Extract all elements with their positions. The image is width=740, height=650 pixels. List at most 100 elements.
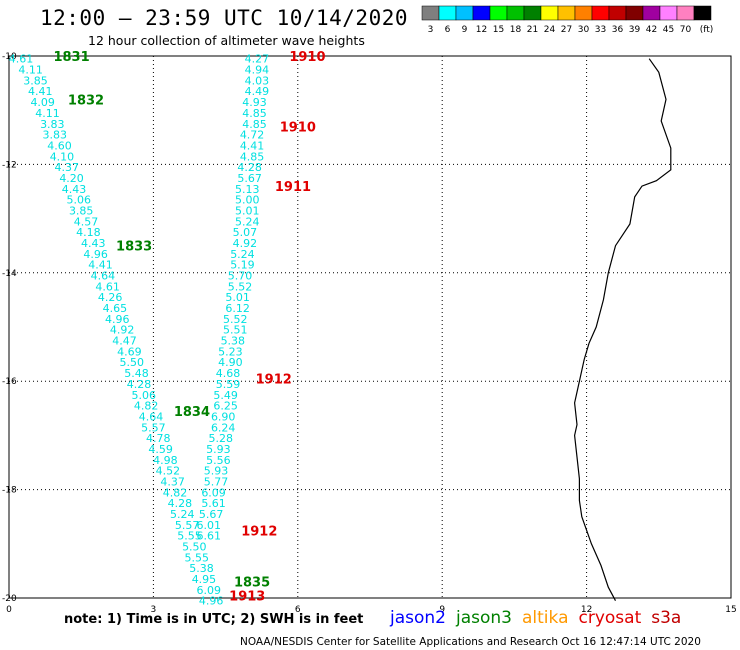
color-scale-swatch <box>659 5 678 21</box>
wave-height-value: 4.10 <box>50 150 75 163</box>
color-scale-label: (ft) <box>700 25 714 35</box>
wave-height-value: 4.96 <box>199 595 224 608</box>
wave-height-value: 5.24 <box>235 215 260 228</box>
wave-height-value: 4.49 <box>245 85 270 98</box>
color-scale-label: 27 <box>561 25 572 35</box>
wave-height-value: 5.01 <box>235 204 260 217</box>
wave-height-value: 5.57 <box>175 519 200 532</box>
wave-height-value: 5.24 <box>230 248 255 261</box>
wave-height-value: 4.61 <box>95 280 120 293</box>
wave-height-value: 4.68 <box>216 367 241 380</box>
wave-height-value: 6.90 <box>211 410 236 423</box>
color-scale-swatch <box>574 5 593 21</box>
wave-height-value: 5.93 <box>204 465 229 478</box>
color-scale-label: 39 <box>629 25 641 35</box>
wave-height-value: 4.78 <box>146 432 171 445</box>
color-scale-label: 15 <box>493 25 504 35</box>
color-scale-label: 30 <box>578 25 590 35</box>
wave-height-value: 6.24 <box>211 421 236 434</box>
credit-line: NOAA/NESDIS Center for Satellite Applica… <box>240 636 701 648</box>
wave-height-value: 4.69 <box>117 345 142 358</box>
color-scale-label: 36 <box>612 25 624 35</box>
wave-height-value: 5.49 <box>213 389 238 402</box>
x-tick-label: 3 <box>151 605 157 615</box>
wave-height-value: 5.57 <box>141 421 166 434</box>
y-tick-label: -14 <box>2 269 17 279</box>
wave-height-value: 5.38 <box>189 562 214 575</box>
wave-height-value: 5.51 <box>223 324 248 337</box>
wave-height-value: 4.41 <box>28 85 53 98</box>
pass-time-label: 1910 <box>280 120 316 135</box>
wave-height-value: 4.20 <box>59 172 84 185</box>
wave-height-value: 5.55 <box>184 551 209 564</box>
wave-height-value: 4.94 <box>245 64 270 77</box>
wave-height-value: 4.41 <box>88 259 113 272</box>
color-scale-swatch <box>676 5 695 21</box>
wave-height-value: 5.52 <box>223 313 248 326</box>
wave-height-value: 6.61 <box>197 530 222 543</box>
color-scale-label: 24 <box>544 25 556 35</box>
wave-height-value: 4.60 <box>47 139 72 152</box>
wave-height-value: 4.09 <box>30 96 55 109</box>
page-subtitle: 12 hour collection of altimeter wave hei… <box>88 33 365 48</box>
color-scale-label: 3 <box>428 25 434 35</box>
wave-height-value: 5.67 <box>237 172 262 185</box>
y-tick-label: -16 <box>2 377 17 387</box>
color-scale-swatch <box>693 5 712 21</box>
wave-height-value: 5.13 <box>235 183 260 196</box>
wave-height-value: 4.98 <box>153 454 178 467</box>
pass-time-label: 1833 <box>116 240 152 255</box>
wave-height-value: 4.41 <box>240 139 265 152</box>
wave-height-value: 4.95 <box>192 573 217 586</box>
wave-height-value: 4.85 <box>242 107 267 120</box>
pass-time-label: 1911 <box>275 180 311 195</box>
wave-height-value: 4.03 <box>245 74 270 87</box>
y-tick-label: -10 <box>2 52 17 62</box>
y-tick-label: -12 <box>2 160 17 170</box>
wave-height-value: 5.28 <box>209 432 234 445</box>
wave-height-value: 5.50 <box>182 541 207 554</box>
wave-height-value: 4.93 <box>242 96 267 109</box>
pass-time-label: 1835 <box>234 576 270 591</box>
wave-height-value: 3.85 <box>69 204 94 217</box>
wave-height-value: 5.24 <box>170 508 195 521</box>
wave-height-value: 4.28 <box>127 378 152 391</box>
wave-height-value: 5.38 <box>221 335 246 348</box>
x-tick-label: 9 <box>439 605 445 615</box>
y-tick-label: -20 <box>2 594 17 604</box>
color-scale-label: 6 <box>445 25 451 35</box>
wave-height-value: 5.00 <box>235 194 260 207</box>
footnote: note: 1) Time is in UTC; 2) SWH is in fe… <box>64 612 364 627</box>
color-scale-swatch <box>438 5 457 21</box>
pass-time-label: 1912 <box>256 372 292 387</box>
wave-height-value: 4.57 <box>74 215 99 228</box>
wave-height-value: 4.27 <box>245 53 270 66</box>
wave-height-value: 5.67 <box>199 508 224 521</box>
satellite-legend: jason2 jason3 altika cryosat s3a <box>390 608 691 628</box>
wave-height-value: 6.12 <box>225 302 250 315</box>
wave-height-value: 6.09 <box>201 486 226 499</box>
wave-height-value: 4.61 <box>9 53 34 66</box>
wave-height-value: 4.28 <box>168 497 193 510</box>
color-scale-swatch <box>642 5 661 21</box>
pass-time-label: 1832 <box>68 93 104 108</box>
color-scale-swatch <box>455 5 474 21</box>
wave-height-value: 4.96 <box>83 248 108 261</box>
color-scale-label: 12 <box>476 25 487 35</box>
wave-height-value: 5.61 <box>201 497 226 510</box>
wave-height-value: 4.90 <box>218 356 243 369</box>
color-scale-swatch <box>625 5 644 21</box>
pass-time-label: 1910 <box>289 50 325 65</box>
wave-height-value: 4.92 <box>233 237 258 250</box>
page-title: 12:00 – 23:59 UTC 10/14/2020 <box>40 6 409 30</box>
wave-height-value: 4.28 <box>237 161 262 174</box>
wave-height-value: 5.93 <box>206 443 231 456</box>
wave-height-value: 4.82 <box>163 486 188 499</box>
wave-height-value: 4.64 <box>139 410 164 423</box>
wave-height-value: 4.65 <box>103 302 128 315</box>
color-scale-swatch <box>608 5 627 21</box>
color-scale-label: 18 <box>510 25 522 35</box>
wave-height-value: 4.43 <box>62 183 87 196</box>
satellite-legend-item: altika <box>522 608 569 628</box>
wave-height-value: 4.59 <box>148 443 173 456</box>
